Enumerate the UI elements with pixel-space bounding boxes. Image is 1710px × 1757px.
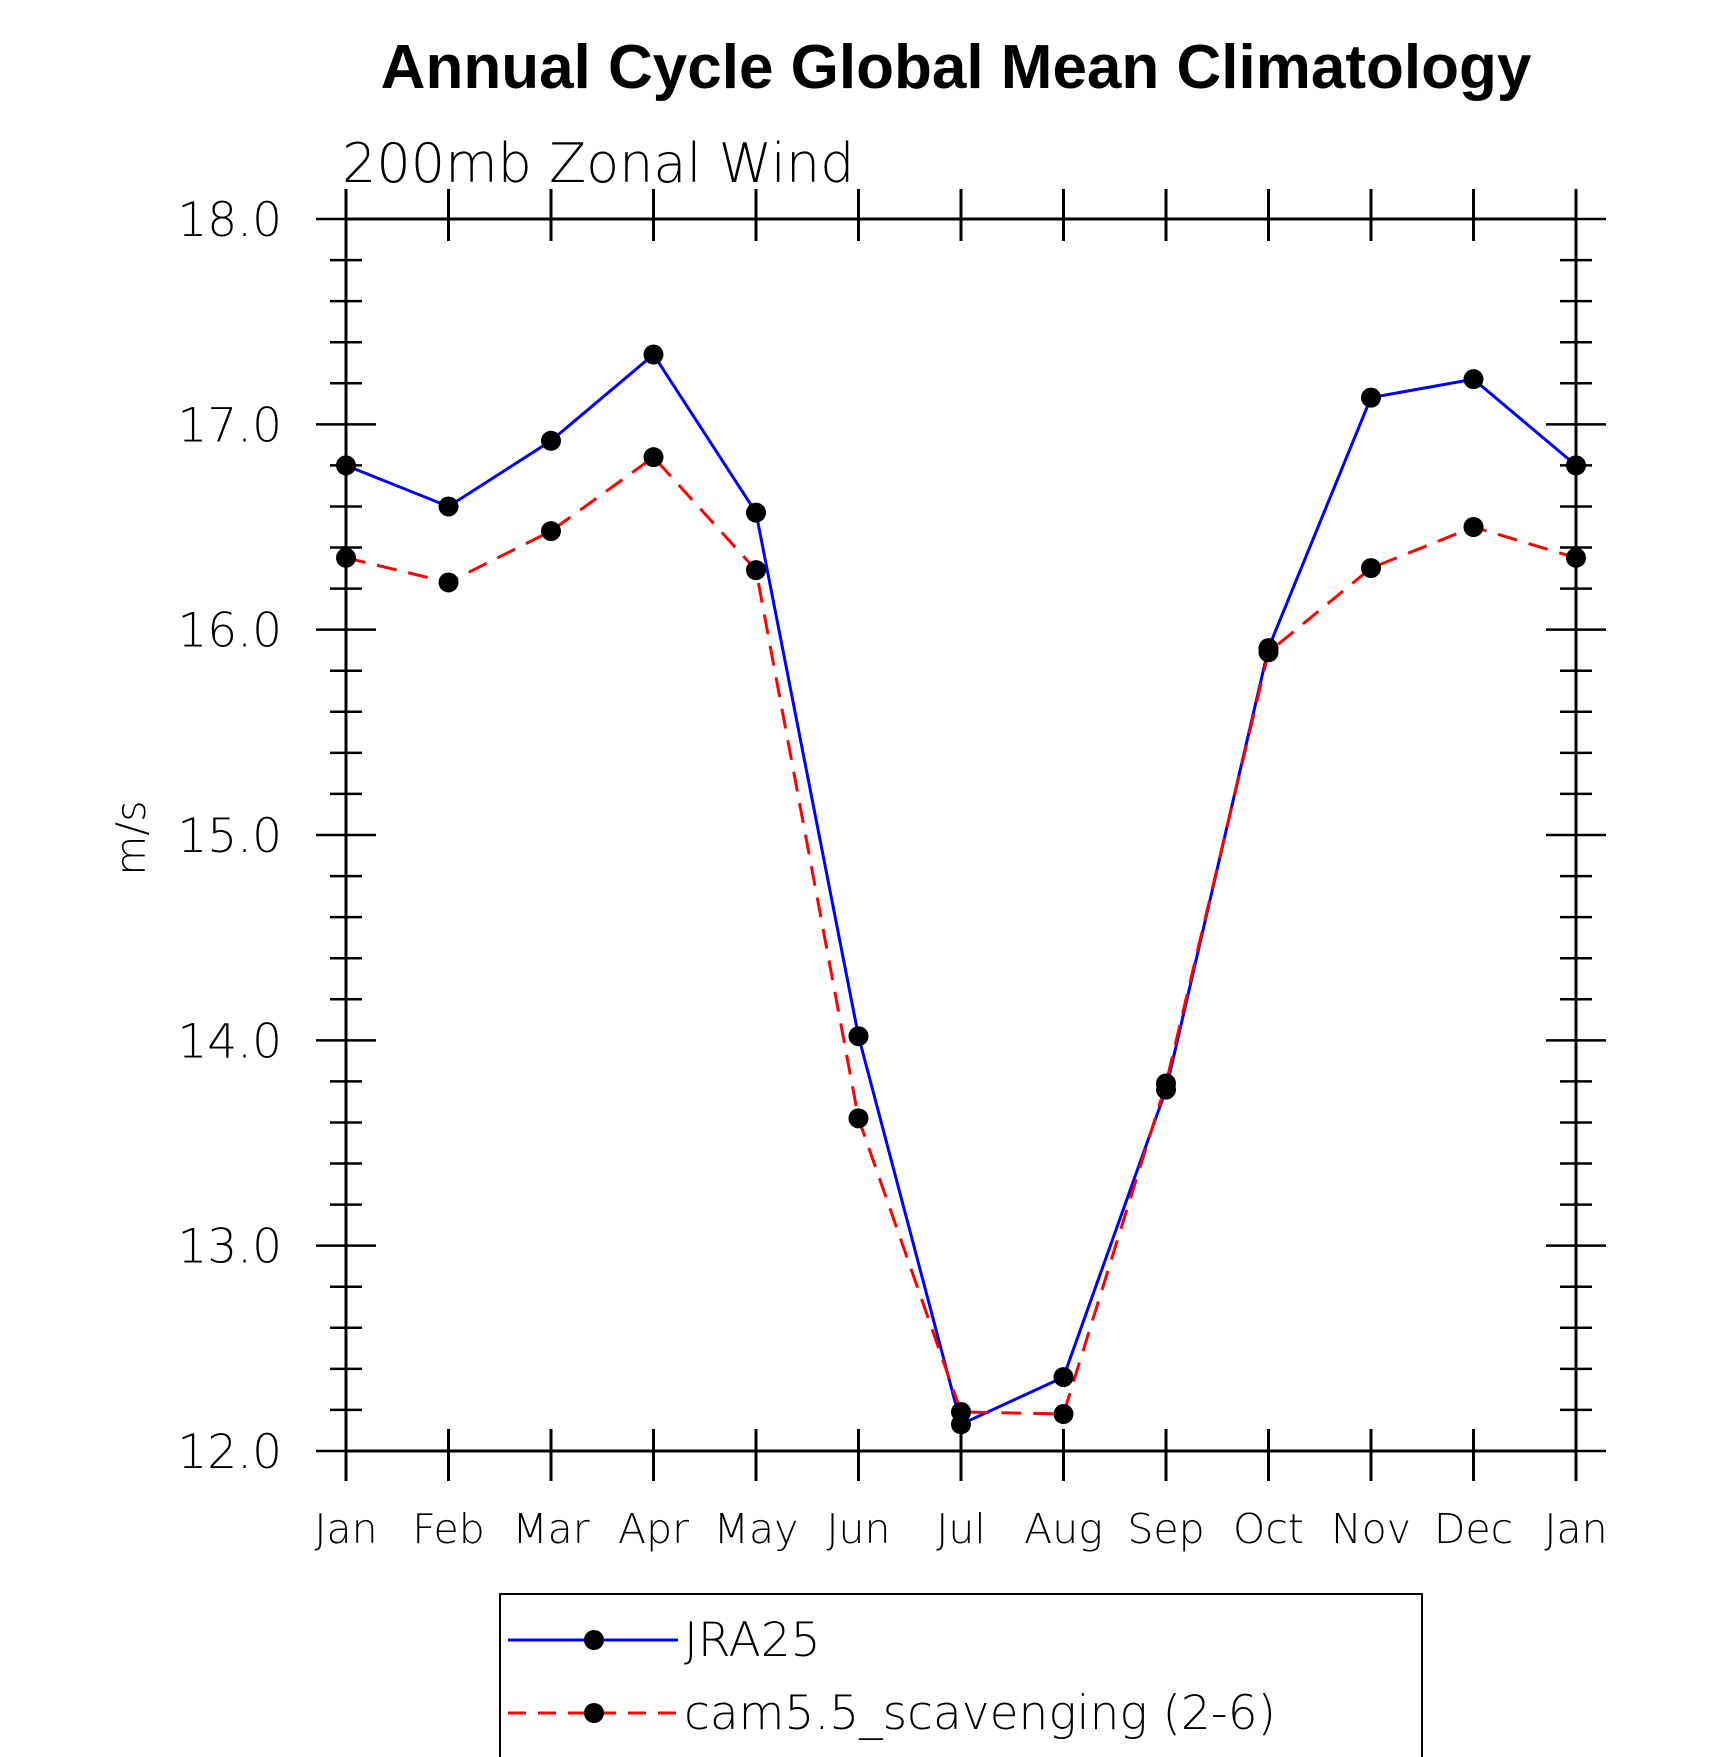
x-tick-label: Aug xyxy=(1024,1505,1103,1553)
series-1-point xyxy=(336,547,356,568)
x-tick-label: Jul xyxy=(936,1505,985,1553)
legend-marker-cam55 xyxy=(584,1703,604,1723)
x-tick-label: Oct xyxy=(1233,1505,1304,1553)
series-points xyxy=(336,344,1586,1435)
y-tick-label: 15.0 xyxy=(177,809,282,864)
series-0-point xyxy=(643,344,664,365)
y-tick-label: 12.0 xyxy=(177,1425,282,1480)
series-1-point xyxy=(438,572,459,593)
series-1-point xyxy=(541,521,561,542)
legend-label-cam55: cam5.5_scavenging (2-6) xyxy=(684,1686,1276,1741)
series-0-point xyxy=(1361,387,1381,408)
legend-marker-jra25 xyxy=(584,1630,604,1650)
x-tick-label: Feb xyxy=(412,1505,485,1553)
legend-label-jra25: JRA25 xyxy=(684,1613,821,1668)
y-axis-label: m/s xyxy=(107,800,155,875)
x-tick-label: Mar xyxy=(512,1505,589,1553)
series-0-point xyxy=(746,502,766,523)
series-1-point xyxy=(1053,1404,1074,1425)
x-tick-label: Apr xyxy=(618,1505,689,1553)
series-1-point xyxy=(1566,547,1586,568)
x-tick-label: Dec xyxy=(1434,1505,1513,1553)
series-0-point xyxy=(438,496,459,517)
x-tick-labels: Jan Feb Mar Apr May Jun Jul Aug Sep Oct Nov Dec Jan xyxy=(314,1505,1607,1553)
series-0-point xyxy=(848,1026,869,1047)
axis-ticks xyxy=(316,189,1606,1481)
series-1-point xyxy=(951,1401,971,1422)
series-1-point xyxy=(643,447,664,468)
x-tick-label: May xyxy=(714,1505,799,1553)
series-1-point xyxy=(1361,558,1381,579)
series-0-point xyxy=(1463,369,1484,390)
series-1-point xyxy=(848,1108,869,1129)
y-tick-label: 13.0 xyxy=(177,1220,282,1275)
y-tick-labels: 12.0 13.0 14.0 15.0 16.0 17.0 18.0 xyxy=(177,193,282,1480)
series-line-0 xyxy=(345,352,1577,1427)
series-1-point xyxy=(1156,1073,1176,1094)
series-1-point xyxy=(746,560,766,581)
series-0-point xyxy=(1053,1367,1074,1388)
x-tick-label: Jun xyxy=(826,1505,890,1553)
plot-frame xyxy=(344,217,1578,1453)
series-0-point xyxy=(541,430,561,451)
y-tick-label: 18.0 xyxy=(177,193,282,248)
series-1-point xyxy=(1258,642,1279,663)
chart-title: Annual Cycle Global Mean Climatology xyxy=(381,33,1532,102)
y-tick-label: 14.0 xyxy=(177,1014,282,1069)
series-1-point xyxy=(1463,517,1484,537)
series-0-point xyxy=(336,455,356,476)
legend-frame xyxy=(499,1593,1423,1757)
x-tick-label: Sep xyxy=(1127,1505,1204,1553)
chart-subtitle: 200mb Zonal Wind xyxy=(342,132,854,195)
series-0-point xyxy=(1566,455,1586,476)
series-line-1 xyxy=(345,455,1577,1416)
x-tick-label: Jan xyxy=(314,1505,377,1553)
series-lines xyxy=(345,352,1577,1427)
x-tick-label: Nov xyxy=(1331,1505,1411,1553)
y-tick-label: 16.0 xyxy=(177,604,282,659)
x-tick-label: Jan xyxy=(1544,1505,1607,1553)
y-tick-label: 17.0 xyxy=(177,398,282,453)
legend: JRA25 cam5.5_scavenging (2-6) xyxy=(499,1593,1423,1757)
